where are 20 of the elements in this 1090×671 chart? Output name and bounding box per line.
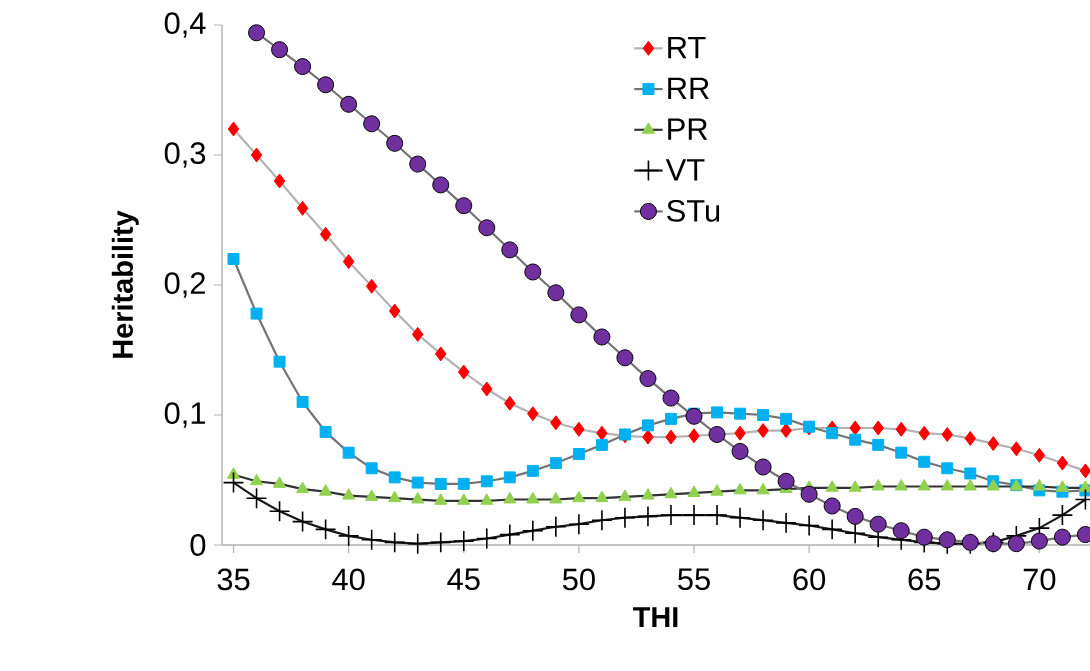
- y-tick-label: 0,4: [164, 12, 206, 38]
- legend-label: PR: [668, 118, 708, 140]
- legend-label: RR: [668, 77, 709, 99]
- legend-label: STu: [667, 199, 720, 222]
- y-tick-label: 0: [190, 534, 206, 556]
- x-tick-label: 70: [1023, 568, 1056, 591]
- x-tick-label: 40: [332, 568, 365, 591]
- x-tick-label: 65: [908, 568, 941, 591]
- y-tick-label: 0,3: [164, 142, 206, 168]
- legend-label: RT: [668, 36, 706, 59]
- x-tick-label: 50: [562, 568, 595, 591]
- y-tick-label: 0,2: [164, 272, 205, 298]
- x-tick-label: 60: [793, 568, 826, 591]
- y-tick-label: 0,1: [164, 402, 205, 428]
- x-tick-label: 35: [217, 568, 250, 591]
- y-axis-title: Heritability: [111, 210, 139, 358]
- x-tick-label: 55: [678, 568, 710, 591]
- legend-label: VT: [665, 159, 705, 181]
- x-tick-label: 45: [447, 568, 480, 591]
- x-axis-title: THI: [633, 607, 678, 628]
